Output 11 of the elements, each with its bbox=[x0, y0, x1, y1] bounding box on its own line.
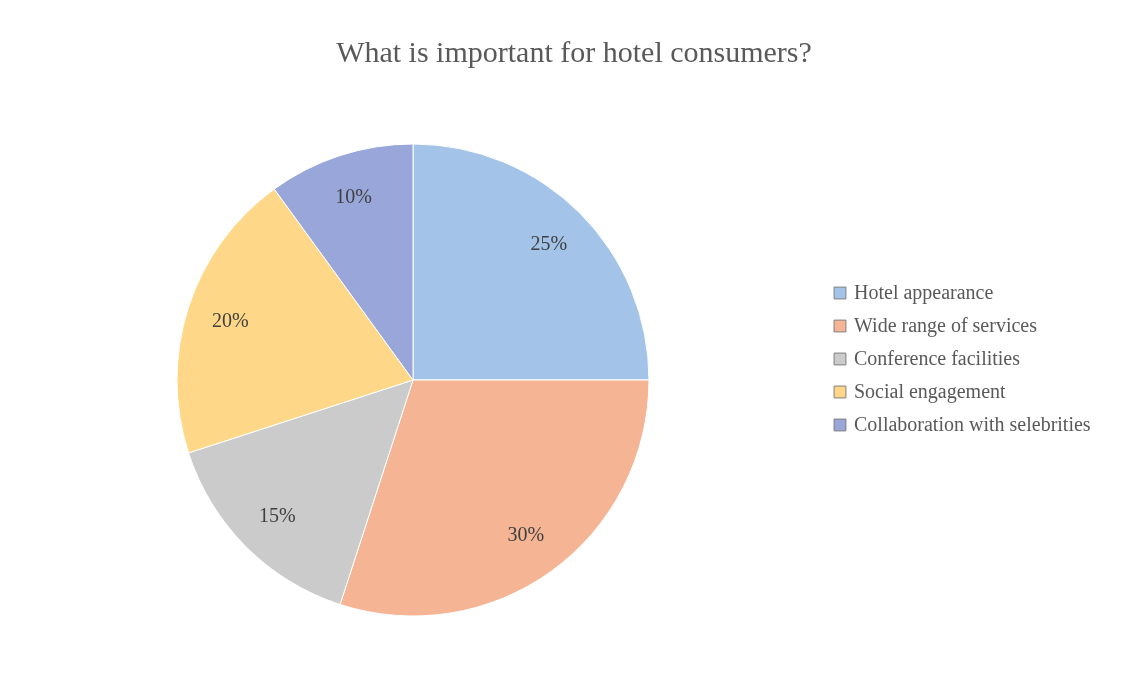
legend-label: Social engagement bbox=[854, 380, 1007, 403]
data-label: 20% bbox=[212, 308, 249, 331]
legend-label: Wide range of services bbox=[854, 314, 1038, 337]
legend-label: Hotel appearance bbox=[854, 281, 994, 304]
chart-title: What is important for hotel consumers? bbox=[336, 35, 812, 68]
data-label: 30% bbox=[507, 523, 545, 546]
legend-label: Conference facilities bbox=[854, 347, 1021, 369]
data-label: 25% bbox=[530, 232, 568, 255]
legend-label: Collaboration with selebrities bbox=[854, 413, 1091, 435]
data-label: 10% bbox=[335, 185, 372, 208]
data-label: 15% bbox=[258, 503, 296, 526]
